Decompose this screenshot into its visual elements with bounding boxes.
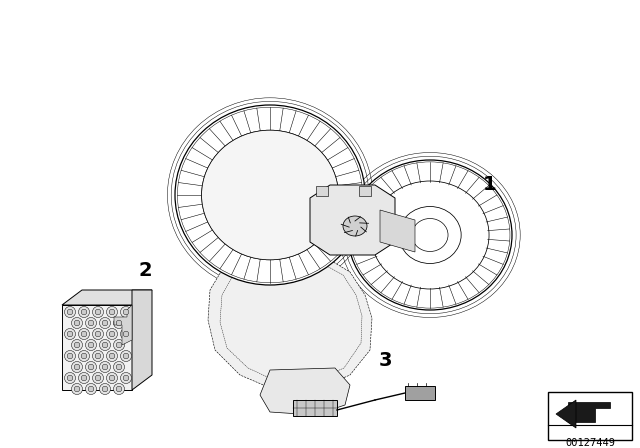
Polygon shape	[556, 400, 576, 428]
Circle shape	[95, 309, 101, 315]
Circle shape	[86, 362, 97, 372]
Polygon shape	[260, 368, 350, 415]
Polygon shape	[114, 305, 132, 345]
Circle shape	[109, 309, 115, 315]
Circle shape	[113, 383, 125, 395]
Circle shape	[72, 362, 83, 372]
Circle shape	[65, 328, 76, 340]
Circle shape	[109, 331, 115, 337]
Bar	[405, 386, 435, 400]
Text: 1: 1	[483, 176, 497, 194]
Bar	[359, 186, 371, 196]
Circle shape	[79, 350, 90, 362]
Text: 2: 2	[138, 260, 152, 280]
Ellipse shape	[348, 160, 512, 310]
Circle shape	[72, 383, 83, 395]
Circle shape	[123, 309, 129, 315]
Circle shape	[109, 353, 115, 359]
Polygon shape	[208, 255, 372, 390]
Circle shape	[113, 340, 125, 350]
Circle shape	[95, 331, 101, 337]
Circle shape	[120, 306, 131, 318]
Ellipse shape	[202, 130, 339, 260]
Circle shape	[116, 320, 122, 326]
Bar	[548, 392, 632, 440]
Circle shape	[65, 350, 76, 362]
Circle shape	[106, 350, 118, 362]
Circle shape	[109, 375, 115, 381]
Circle shape	[88, 364, 94, 370]
Circle shape	[67, 353, 73, 359]
Ellipse shape	[175, 105, 365, 285]
Ellipse shape	[412, 219, 448, 251]
Circle shape	[67, 309, 73, 315]
Circle shape	[67, 375, 73, 381]
Circle shape	[74, 320, 80, 326]
Bar	[62, 305, 132, 390]
Text: 3: 3	[378, 350, 392, 370]
Polygon shape	[568, 402, 610, 422]
Circle shape	[102, 342, 108, 348]
Circle shape	[116, 342, 122, 348]
Ellipse shape	[343, 216, 367, 236]
Circle shape	[123, 375, 129, 381]
Circle shape	[93, 372, 104, 383]
Circle shape	[72, 340, 83, 350]
Circle shape	[81, 331, 87, 337]
Circle shape	[67, 331, 73, 337]
Circle shape	[113, 362, 125, 372]
Circle shape	[79, 306, 90, 318]
Polygon shape	[62, 290, 152, 305]
Polygon shape	[132, 290, 152, 390]
Circle shape	[123, 353, 129, 359]
Circle shape	[72, 318, 83, 328]
Circle shape	[81, 353, 87, 359]
Circle shape	[102, 364, 108, 370]
Ellipse shape	[202, 130, 339, 260]
Circle shape	[65, 306, 76, 318]
Circle shape	[116, 386, 122, 392]
Circle shape	[81, 309, 87, 315]
Circle shape	[88, 386, 94, 392]
Bar	[316, 186, 328, 196]
Circle shape	[113, 318, 125, 328]
Circle shape	[86, 383, 97, 395]
Circle shape	[102, 320, 108, 326]
Circle shape	[93, 328, 104, 340]
Circle shape	[120, 350, 131, 362]
Circle shape	[74, 364, 80, 370]
Polygon shape	[380, 210, 415, 252]
Text: 00127449: 00127449	[565, 438, 615, 448]
Ellipse shape	[399, 207, 461, 263]
Polygon shape	[310, 185, 395, 255]
Circle shape	[74, 386, 80, 392]
Circle shape	[81, 375, 87, 381]
Circle shape	[102, 386, 108, 392]
Circle shape	[93, 350, 104, 362]
Circle shape	[123, 331, 129, 337]
Circle shape	[106, 306, 118, 318]
Circle shape	[116, 364, 122, 370]
Circle shape	[106, 328, 118, 340]
Circle shape	[88, 342, 94, 348]
Bar	[293, 400, 337, 416]
Circle shape	[74, 342, 80, 348]
Circle shape	[79, 372, 90, 383]
Circle shape	[86, 340, 97, 350]
Circle shape	[99, 383, 111, 395]
Circle shape	[88, 320, 94, 326]
Circle shape	[99, 362, 111, 372]
Circle shape	[120, 372, 131, 383]
Circle shape	[95, 353, 101, 359]
Ellipse shape	[371, 181, 489, 289]
Circle shape	[86, 318, 97, 328]
Circle shape	[99, 318, 111, 328]
Circle shape	[106, 372, 118, 383]
Circle shape	[93, 306, 104, 318]
Circle shape	[65, 372, 76, 383]
Circle shape	[79, 328, 90, 340]
Circle shape	[120, 328, 131, 340]
Circle shape	[95, 375, 101, 381]
Circle shape	[99, 340, 111, 350]
